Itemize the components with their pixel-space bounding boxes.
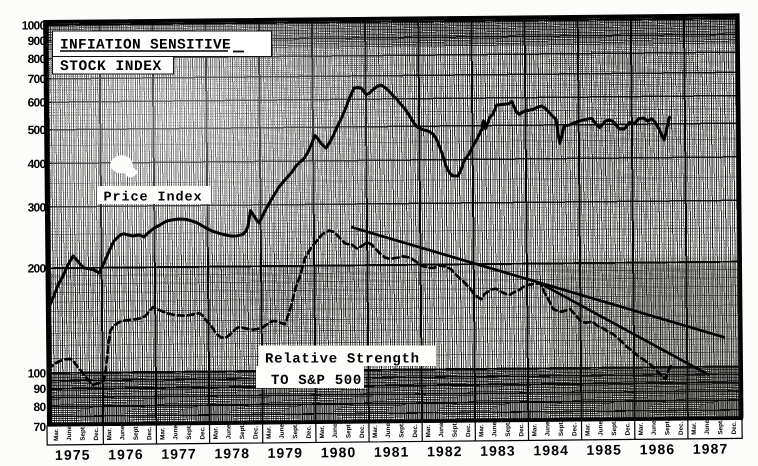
svg-text:Mar.: Mar. [531,423,538,436]
svg-text:Price Index: Price Index [104,191,203,206]
svg-text:Sept.: Sept. [345,422,352,438]
svg-text:1981: 1981 [374,444,410,460]
svg-text:Mar.: Mar. [691,422,698,435]
svg-text:Dec.: Dec. [93,427,100,441]
svg-text:Sept.: Sept. [80,425,87,441]
svg-text:June: June [385,423,392,438]
svg-text:Sept.: Sept. [133,424,140,440]
svg-text:Dec.: Dec. [678,421,685,435]
svg-text:400: 400 [28,157,47,171]
svg-text:100: 100 [28,366,47,380]
svg-text:June: June [225,424,232,439]
svg-text:Dec.: Dec. [731,421,738,435]
svg-text:1983: 1983 [480,443,516,459]
svg-text:STOCK INDEX: STOCK INDEX [60,59,162,75]
svg-text:Mar.: Mar. [425,424,432,437]
svg-text:June: June [172,425,179,440]
svg-text:Sept.: Sept. [611,420,618,436]
svg-text:80: 80 [34,400,47,414]
svg-text:June: June [704,419,711,434]
svg-text:Sept.: Sept. [717,419,724,435]
svg-text:Mar.: Mar. [159,427,166,440]
svg-text:Mar.: Mar. [585,423,592,436]
svg-text:800: 800 [28,52,47,66]
svg-text:70: 70 [34,420,47,434]
svg-text:June: June [491,422,498,437]
svg-text:600: 600 [28,96,47,110]
svg-text:Sept.: Sept. [452,421,459,437]
svg-text:Dec.: Dec. [199,426,206,440]
svg-text:Mar.: Mar. [372,425,379,438]
svg-text:Sept.: Sept. [505,421,512,437]
svg-text:Dec.: Dec. [359,424,366,438]
svg-text:Dec.: Dec. [412,424,419,438]
svg-text:1976: 1976 [108,446,144,462]
svg-text:90: 90 [34,382,47,396]
svg-text:1979: 1979 [268,445,304,461]
svg-text:Dec.: Dec. [306,425,313,439]
svg-text:Mar.: Mar. [638,422,645,435]
svg-text:TO S&P 500: TO S&P 500 [271,373,362,389]
svg-text:Mar.: Mar. [53,428,60,441]
svg-text:1987: 1987 [693,440,729,456]
svg-text:Mar.: Mar. [106,428,113,441]
svg-text:Sept.: Sept. [186,424,193,440]
svg-text:Sept.: Sept. [664,419,671,435]
svg-text:Dec.: Dec. [146,426,153,440]
svg-text:Mar.: Mar. [266,426,273,439]
svg-text:700: 700 [28,72,47,86]
svg-text:June: June [332,423,339,438]
svg-text:1984: 1984 [533,442,569,458]
svg-text:Mar.: Mar. [319,426,326,439]
svg-text:1975: 1975 [55,447,91,463]
svg-text:Sept.: Sept. [558,420,565,436]
svg-text:Dec.: Dec. [253,425,260,439]
svg-text:1000: 1000 [22,18,47,32]
svg-text:June: June [66,426,73,441]
svg-text:Sept.: Sept. [239,423,246,439]
svg-text:900: 900 [28,34,47,48]
svg-text:June: June [438,422,445,437]
svg-text:June: June [119,425,126,440]
svg-text:Sept.: Sept. [292,423,299,439]
svg-text:1982: 1982 [427,443,463,459]
svg-text:INFIATION SENSITIVE: INFIATION SENSITIVE [60,38,231,54]
svg-text:Dec.: Dec. [518,423,525,437]
svg-text:Dec.: Dec. [465,423,472,437]
svg-text:Mar.: Mar. [478,424,485,437]
svg-text:Mar.: Mar. [213,427,220,440]
svg-text:Dec.: Dec. [571,422,578,436]
svg-text:June: June [597,420,604,435]
svg-text:500: 500 [28,123,47,137]
svg-text:Dec.: Dec. [624,422,631,436]
svg-text:Sept.: Sept. [398,422,405,438]
svg-text:1980: 1980 [321,444,357,460]
svg-text:1986: 1986 [640,441,676,457]
svg-text:300: 300 [28,200,47,214]
svg-text:1978: 1978 [214,445,250,461]
svg-text:June: June [651,420,658,435]
svg-text:1985: 1985 [586,442,622,458]
svg-text:1977: 1977 [161,446,197,462]
svg-text:June: June [544,421,551,436]
svg-text:200: 200 [28,262,47,276]
svg-text:June: June [279,424,286,439]
svg-text:Relative Strength: Relative Strength [265,352,420,368]
